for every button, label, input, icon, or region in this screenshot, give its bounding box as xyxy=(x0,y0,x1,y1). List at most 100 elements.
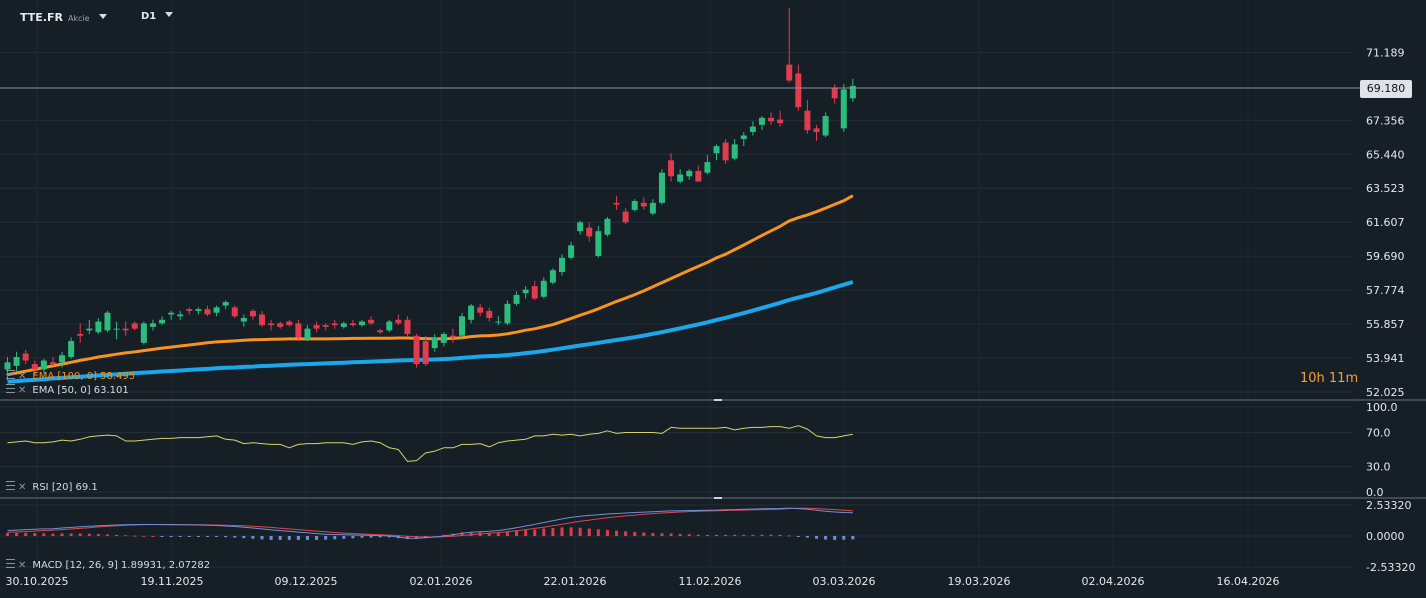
close-icon[interactable]: ✕ xyxy=(18,482,27,493)
candle-body xyxy=(531,286,538,299)
macd-histogram-bar xyxy=(378,536,382,538)
candle-body xyxy=(586,227,593,237)
candle xyxy=(377,328,384,334)
ema100-legend[interactable]: ✕ EMA [100, 0] 58.495 xyxy=(6,370,135,382)
pane-resize-handle[interactable] xyxy=(714,497,722,499)
candle xyxy=(549,268,556,285)
timeframe-selector[interactable]: D1 xyxy=(141,11,174,22)
x-tick-label: 22.01.2026 xyxy=(544,575,607,588)
macd-histogram-bar xyxy=(505,532,509,536)
macd-histogram-bar xyxy=(151,536,155,537)
candle-body xyxy=(349,323,356,326)
candle xyxy=(68,337,75,359)
candle xyxy=(704,154,711,175)
close-icon[interactable]: ✕ xyxy=(18,560,27,571)
settings-lines-icon[interactable] xyxy=(6,559,15,568)
macd-histogram-bar xyxy=(587,528,591,536)
candle-body xyxy=(449,335,456,338)
macd-histogram xyxy=(6,527,855,540)
close-icon[interactable]: ✕ xyxy=(18,385,27,396)
candle xyxy=(4,357,11,381)
candle xyxy=(368,316,375,326)
candle-body xyxy=(677,174,684,182)
settings-lines-icon[interactable] xyxy=(6,481,15,490)
y-tick-label: 71.189 xyxy=(1366,46,1405,59)
candle-body xyxy=(259,314,266,326)
macd-histogram-bar xyxy=(487,532,491,536)
candle xyxy=(558,254,565,276)
symbol-label: TTE.FR xyxy=(20,11,63,24)
macd-histogram-bar xyxy=(551,527,555,536)
candle xyxy=(95,318,102,334)
candle-body xyxy=(304,328,311,340)
macd-histogram-bar xyxy=(660,533,664,536)
macd-histogram-bar xyxy=(742,534,746,536)
candle-body xyxy=(4,362,11,370)
candle-body xyxy=(477,307,484,313)
pane-resize-handle[interactable] xyxy=(714,399,722,401)
candle-body xyxy=(577,222,584,232)
candle-body xyxy=(704,162,711,173)
x-tick-label: 09.12.2025 xyxy=(275,575,338,588)
rsi-legend[interactable]: ✕ RSI [20] 69.1 xyxy=(6,481,98,493)
y-tick-label: 55.857 xyxy=(1366,318,1405,331)
macd-histogram-bar xyxy=(751,534,755,536)
candle-body xyxy=(595,231,602,256)
ema50-series-line xyxy=(7,194,854,377)
macd-histogram-bar xyxy=(615,530,619,536)
rsi-tick-label: 70.0 xyxy=(1366,427,1391,440)
chevron-down-icon xyxy=(98,14,107,19)
candle-body xyxy=(513,294,520,304)
macd-histogram-bar xyxy=(733,534,737,536)
rsi-legend-text: RSI [20] 69.1 xyxy=(32,482,98,493)
candle xyxy=(395,314,402,326)
macd-histogram-bar xyxy=(142,535,146,537)
macd-histogram-bar xyxy=(851,536,855,540)
candle-body xyxy=(77,333,84,336)
macd-histogram-bar xyxy=(760,534,764,536)
candle xyxy=(304,325,311,342)
candle-body xyxy=(631,201,638,210)
candle-body xyxy=(268,323,275,326)
candle-body xyxy=(495,321,502,323)
macd-tick-label: -2.53320 xyxy=(1366,561,1415,574)
candle xyxy=(504,300,511,326)
candle xyxy=(168,310,175,320)
candle xyxy=(613,195,620,210)
y-tick-label: 57.774 xyxy=(1366,284,1405,297)
rsi-tick-label: 0.0 xyxy=(1366,486,1384,499)
candle xyxy=(340,321,347,329)
ema50-legend[interactable]: ✕ EMA [50, 0] 63.101 xyxy=(6,384,129,396)
macd-histogram-bar xyxy=(287,536,291,540)
candle xyxy=(413,333,420,368)
candle xyxy=(768,112,775,125)
candle-body xyxy=(331,323,338,326)
macd-histogram-bar xyxy=(196,536,200,537)
macd-histogram-bar xyxy=(415,536,419,539)
candle-body xyxy=(313,325,320,329)
macd-histogram-bar xyxy=(805,536,809,538)
candle xyxy=(840,84,847,132)
macd-histogram-bar xyxy=(387,536,391,538)
candle-body xyxy=(159,319,166,324)
x-tick-label: 03.03.2026 xyxy=(813,575,876,588)
candle xyxy=(649,199,656,216)
candle-body xyxy=(695,170,702,182)
candle-body xyxy=(413,335,420,365)
macd-histogram-bar xyxy=(596,529,600,536)
macd-legend[interactable]: ✕ MACD [12, 26, 9] 1.89931, 2.07282 xyxy=(6,559,210,571)
candle-body xyxy=(668,160,675,177)
timeframe-label: D1 xyxy=(141,11,157,22)
candle-body xyxy=(186,309,193,311)
settings-lines-icon[interactable] xyxy=(6,384,15,393)
candle-body xyxy=(277,323,284,327)
symbol-selector[interactable]: TTE.FR Akcie xyxy=(20,11,107,24)
close-icon[interactable]: ✕ xyxy=(18,371,27,382)
candle-body xyxy=(86,328,93,331)
macd-histogram-bar xyxy=(369,536,373,538)
settings-lines-icon[interactable] xyxy=(6,370,15,379)
candle xyxy=(40,358,47,373)
candle-body xyxy=(249,310,256,317)
